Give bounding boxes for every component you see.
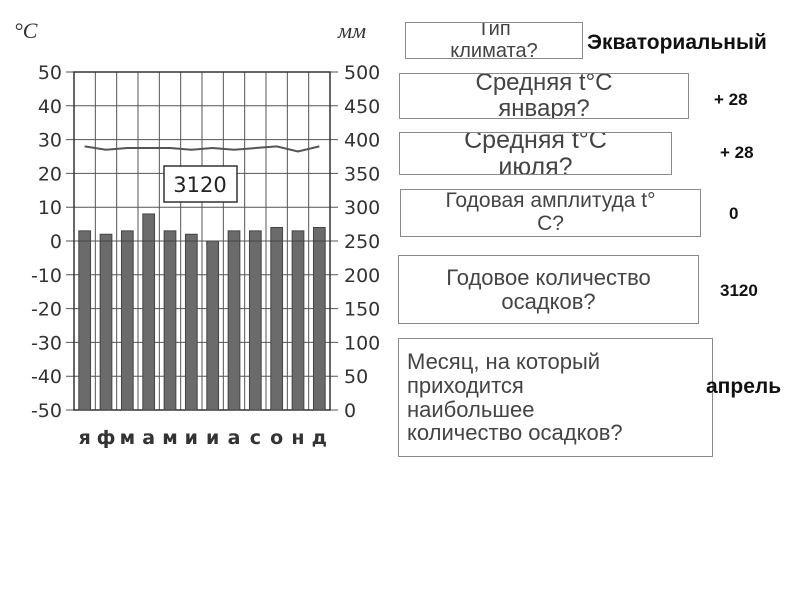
precipitation-bar xyxy=(120,230,134,242)
month-label: м xyxy=(120,427,136,449)
precipitation-bar xyxy=(270,226,284,242)
answer-wettest-month: апрель xyxy=(706,375,782,398)
month-label: и xyxy=(206,427,219,449)
right-tick-label: 500 xyxy=(344,62,380,84)
left-tick-label: -30 xyxy=(31,332,62,354)
precipitation-bar-base xyxy=(78,240,92,411)
answer-annual-amplitude: 0 xyxy=(729,204,739,223)
left-tick-label: 40 xyxy=(38,96,62,118)
left-axis-ticks: 50 40 30 20 10 0 -10 -20 -30 -40 -50 xyxy=(31,62,62,422)
left-tick-label: 30 xyxy=(38,130,62,152)
question-wettest-month: Месяц, на который приходится наибольшее кол… xyxy=(398,338,713,457)
precipitation-bar-base xyxy=(184,240,198,411)
left-tick-label: 0 xyxy=(50,231,62,253)
precipitation-bar-base xyxy=(312,240,326,411)
precipitation-bar-base xyxy=(120,240,134,411)
right-axis-unit: мм xyxy=(337,18,366,43)
month-label: и xyxy=(185,427,198,449)
month-label: н xyxy=(291,427,304,449)
answer-january-temperature: + 28 xyxy=(714,90,748,109)
question-july-temperature: Средняя t°С июля? xyxy=(399,132,672,175)
left-tick-label: -50 xyxy=(31,400,62,422)
right-tick-label: 400 xyxy=(344,130,380,152)
precipitation-total-text: 3120 xyxy=(173,173,226,197)
precipitation-bar xyxy=(142,213,156,242)
precipitation-bar xyxy=(312,226,326,242)
precipitation-bar xyxy=(163,230,177,242)
month-label: ф xyxy=(97,427,116,449)
month-label: с xyxy=(250,427,261,449)
precipitation-bar xyxy=(78,230,92,242)
right-tick-label: 250 xyxy=(344,231,380,253)
right-tick-label: 0 xyxy=(344,400,356,422)
month-label: д xyxy=(312,427,327,449)
right-tick-label: 200 xyxy=(344,265,380,287)
month-label: м xyxy=(162,427,178,449)
left-tick-label: -40 xyxy=(31,366,62,388)
precipitation-bar-base xyxy=(291,240,305,411)
precipitation-bar-base xyxy=(206,240,220,411)
right-tick-label: 350 xyxy=(344,163,380,185)
month-label: я xyxy=(79,427,91,449)
precipitation-bar xyxy=(99,233,113,242)
temperature-line xyxy=(84,145,320,153)
precipitation-bar xyxy=(184,233,198,242)
precipitation-bar xyxy=(227,230,241,242)
right-tick-label: 50 xyxy=(344,366,368,388)
precipitation-bars xyxy=(78,213,326,411)
precipitation-bar-base xyxy=(163,240,177,411)
precipitation-bar xyxy=(291,230,305,242)
question-climate-type: Тип климата? xyxy=(405,22,583,59)
left-tick-label: 10 xyxy=(38,197,62,219)
precipitation-bar-base xyxy=(270,240,284,411)
precipitation-bar xyxy=(248,230,262,242)
month-label: а xyxy=(142,427,155,449)
right-tick-label: 100 xyxy=(344,332,380,354)
answer-climate-type: Экваториальный xyxy=(587,31,767,54)
month-label: а xyxy=(228,427,241,449)
question-annual-amplitude: Годовая амплитуда t° С? xyxy=(400,189,701,237)
precipitation-bar-base xyxy=(99,240,113,411)
precipitation-bar-base xyxy=(227,240,241,411)
right-tick-label: 450 xyxy=(344,96,380,118)
answer-july-temperature: + 28 xyxy=(720,143,754,162)
plot-frame xyxy=(73,71,331,411)
left-tick-label: -20 xyxy=(31,299,62,321)
question-annual-precipitation: Годовое количество осадков? xyxy=(398,255,699,324)
right-tick-label: 300 xyxy=(344,197,380,219)
question-january-temperature: Средняя t°С января? xyxy=(399,73,689,119)
left-tick-label: -10 xyxy=(31,265,62,287)
precipitation-total-annotation: 3120 xyxy=(163,165,238,203)
answer-annual-precipitation: 3120 xyxy=(720,281,758,300)
month-label: о xyxy=(270,427,283,449)
precipitation-bar-base xyxy=(142,240,156,411)
left-axis-unit: °С xyxy=(14,18,38,43)
right-tick-label: 150 xyxy=(344,299,380,321)
precipitation-bar-base xyxy=(248,240,262,411)
left-tick-label: 20 xyxy=(38,163,62,185)
left-tick-label: 50 xyxy=(38,62,62,84)
